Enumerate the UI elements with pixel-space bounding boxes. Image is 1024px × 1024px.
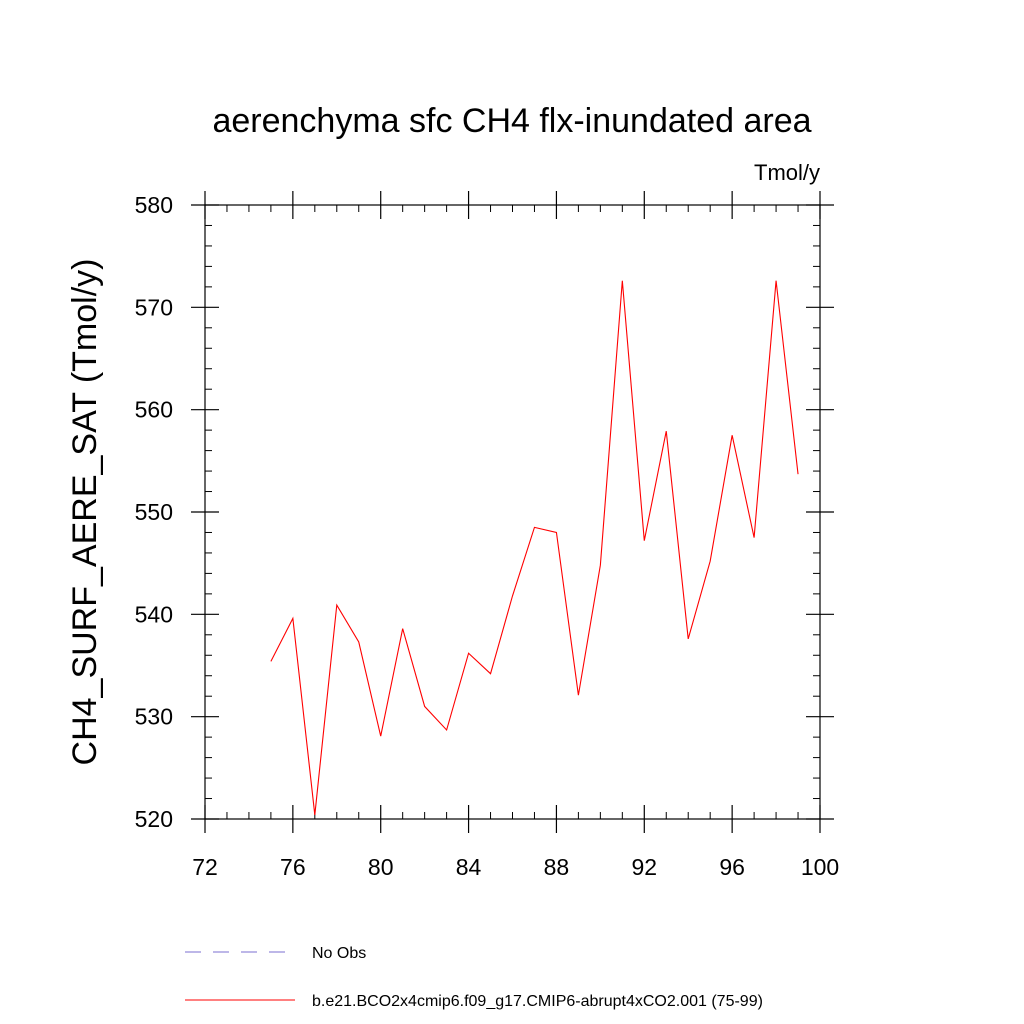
y-tick-label: 530: [135, 704, 173, 730]
y-tick-label: 560: [135, 397, 173, 423]
series-line-0: [270, 280, 799, 815]
chart-title: aerenchyma sfc CH4 flx-inundated area: [212, 102, 811, 140]
minor-ticks: [205, 205, 820, 819]
x-tick-label: 88: [544, 854, 570, 880]
tick-labels: 72 76 80 84 88 92 96 100 520 530 540 550 560 570 580: [135, 192, 840, 880]
legend: No Obs b.e21.BCO2x4cmip6.f09_g17.CMIP6-a…: [185, 945, 763, 1010]
x-tick-label: 96: [719, 854, 745, 880]
y-tick-label: 550: [135, 499, 173, 525]
y-tick-label: 580: [135, 192, 173, 218]
major-ticks: [191, 191, 834, 833]
series-layer: [270, 280, 799, 815]
y-tick-label: 540: [135, 601, 173, 627]
y-tick-label: 520: [135, 806, 173, 832]
x-tick-label: 80: [368, 854, 394, 880]
legend-label-no-obs: No Obs: [312, 945, 366, 962]
y-tick-label: 570: [135, 294, 173, 320]
x-tick-label: 72: [192, 854, 218, 880]
legend-label-model-run: b.e21.BCO2x4cmip6.f09_g17.CMIP6-abrupt4x…: [312, 993, 763, 1010]
x-tick-label: 92: [631, 854, 657, 880]
units-label: Tmol/y: [754, 160, 820, 185]
x-tick-label: 76: [280, 854, 306, 880]
x-tick-label: 100: [801, 854, 839, 880]
y-axis-label: CH4_SURF_AERE_SAT (Tmol/y): [66, 259, 104, 766]
x-tick-label: 84: [456, 854, 482, 880]
plot-frame: [204, 204, 821, 820]
